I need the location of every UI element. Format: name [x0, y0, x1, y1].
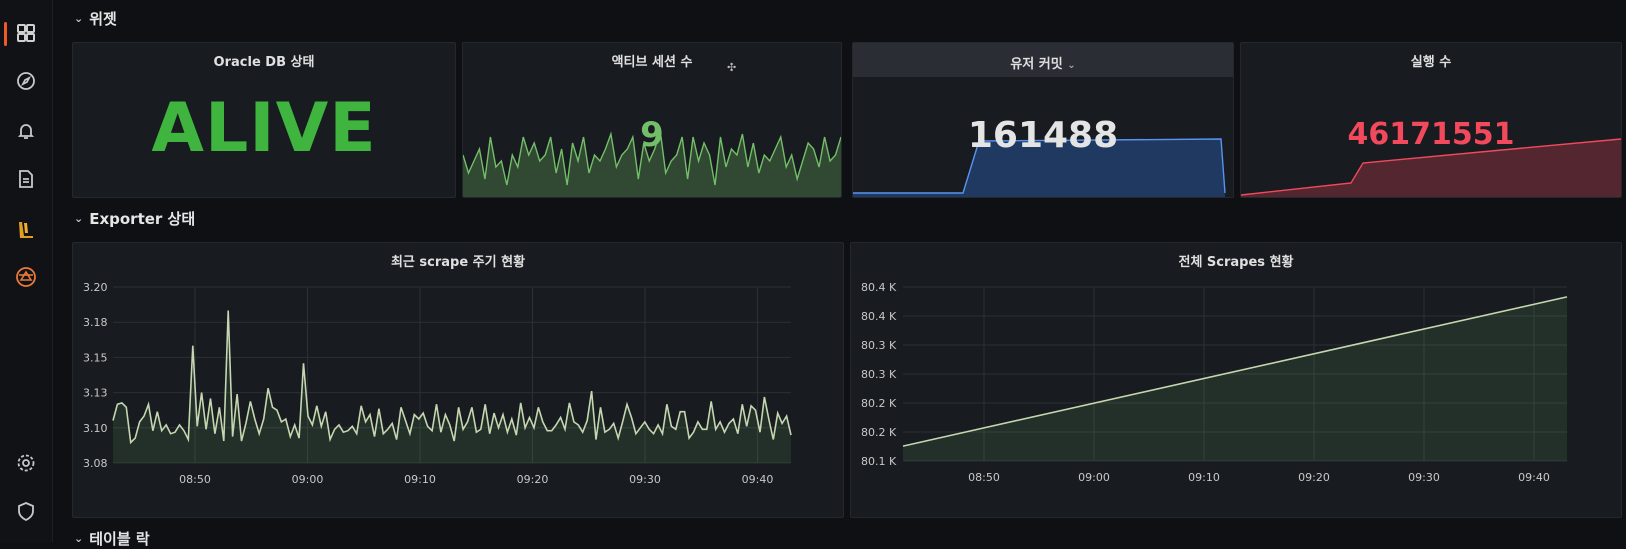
row-title-widgets: 위젯: [89, 10, 117, 28]
y-tick-label: 3.08: [83, 457, 108, 470]
area-chart: 80.4 K 80.4 K 80.3 K 80.3 K 80.2 K 80.2 K 80.1…: [861, 281, 1568, 484]
panel-title: Oracle DB 상태: [213, 55, 315, 70]
y-tick-label: 80.3 K: [861, 368, 897, 381]
sparkline-line: [463, 130, 841, 186]
move-cursor-icon: ✣: [727, 61, 737, 74]
sparkline-line: [1241, 138, 1621, 196]
x-tick-label: 09:10: [1188, 471, 1220, 484]
x-tick-label: 09:30: [629, 473, 661, 486]
plugin-icon[interactable]: [13, 216, 39, 242]
y-tick-label: 80.4 K: [861, 310, 897, 323]
panel-title: 실행 수: [1410, 55, 1452, 70]
chevron-down-icon: ⌄: [74, 532, 84, 545]
y-tick-label: 80.2 K: [861, 397, 897, 410]
series-line: [902, 296, 1568, 447]
x-tick-label: 09:20: [517, 473, 549, 486]
panel-oracle-status[interactable]: Oracle DB 상태 ALIVE: [72, 42, 456, 198]
panel-header-hover[interactable]: [853, 43, 1233, 77]
sparkline-area: [463, 131, 841, 197]
panel-title-text: 유저 커밋: [1010, 57, 1063, 72]
sparkline-area: [1241, 139, 1621, 197]
y-tick-label: 80.3 K: [861, 339, 897, 352]
chevron-down-icon: ⌄: [74, 212, 84, 225]
reports-icon[interactable]: [13, 166, 39, 192]
chevron-down-icon: ⌄: [1067, 60, 1076, 71]
panel-total-scrapes[interactable]: 전체 Scrapes 현황 80.4 K 80.4 K 80.3 K 80.3 K 80…: [850, 242, 1622, 518]
x-tick-label: 09:20: [1298, 471, 1330, 484]
series-line: [112, 310, 792, 445]
y-tick-label: 3.13: [83, 387, 108, 400]
panel-user-commits[interactable]: 유저 커밋 ⌄ 161488: [852, 42, 1234, 198]
side-menu: [0, 0, 53, 542]
shield-icon[interactable]: [13, 498, 39, 524]
x-tick-label: 09:10: [404, 473, 436, 486]
x-tick-label: 08:50: [179, 473, 211, 486]
series-area: [113, 310, 791, 463]
x-tick-label: 09:30: [1408, 471, 1440, 484]
sparkline-line: [853, 138, 1226, 194]
y-tick-label: 80.4 K: [861, 281, 897, 294]
x-tick-label: 09:00: [292, 473, 324, 486]
stat-value: 46171551: [1347, 117, 1515, 152]
x-tick-label: 08:50: [968, 471, 1000, 484]
settings-icon[interactable]: [13, 450, 39, 476]
row-exporter[interactable]: ⌄ Exporter 상태: [74, 208, 195, 229]
row-table-lock[interactable]: ⌄ 테이블 락: [74, 528, 150, 549]
panel-title[interactable]: 유저 커밋 ⌄: [853, 53, 1233, 72]
sparkline: [1241, 138, 1621, 197]
stat-value: ALIVE: [151, 89, 377, 168]
y-tick-label: 3.15: [83, 351, 108, 364]
y-tick-label: 80.1 K: [861, 455, 897, 468]
y-tick-label: 80.2 K: [861, 426, 897, 439]
stat-value: 9: [640, 115, 664, 155]
chevron-down-icon: ⌄: [74, 12, 84, 25]
row-title-exporter: Exporter 상태: [89, 210, 196, 228]
stat-value: 161488: [967, 115, 1119, 156]
dashboards-icon[interactable]: [13, 20, 39, 46]
sparkline: [463, 130, 841, 197]
panel-active-sessions[interactable]: 액티브 세션 수 ✣ 9: [462, 42, 842, 198]
x-tick-label: 09:00: [1078, 471, 1110, 484]
x-tick-label: 09:40: [1518, 471, 1550, 484]
y-tick-label: 3.20: [83, 281, 108, 294]
panel-executions[interactable]: 실행 수 46171551: [1240, 42, 1622, 198]
y-tick-label: 3.10: [83, 422, 108, 435]
panel-title: 최근 scrape 주기 현황: [390, 255, 526, 270]
app-icon[interactable]: [13, 264, 39, 290]
panel-title: 전체 Scrapes 현황: [1178, 255, 1294, 270]
panel-scrape-interval[interactable]: 최근 scrape 주기 현황 3.20 3.18 3.15 3.13 3.10 3.08…: [72, 242, 844, 518]
x-tick-label: 09:40: [742, 473, 774, 486]
y-tick-label: 3.18: [83, 316, 108, 329]
sparkline-area: [853, 139, 1225, 197]
row-widgets[interactable]: ⌄ 위젯: [74, 8, 117, 29]
sparkline: [853, 138, 1226, 197]
active-indicator: [4, 22, 7, 46]
alerting-icon[interactable]: [13, 118, 39, 144]
explore-icon[interactable]: [13, 68, 39, 94]
row-title-table-lock: 테이블 락: [89, 530, 150, 548]
panel-title: 액티브 세션 수: [611, 55, 693, 70]
line-chart: 3.20 3.18 3.15 3.13 3.10 3.08 08:50 09:00 09:10 0…: [83, 281, 792, 486]
series-area: [903, 296, 1567, 461]
